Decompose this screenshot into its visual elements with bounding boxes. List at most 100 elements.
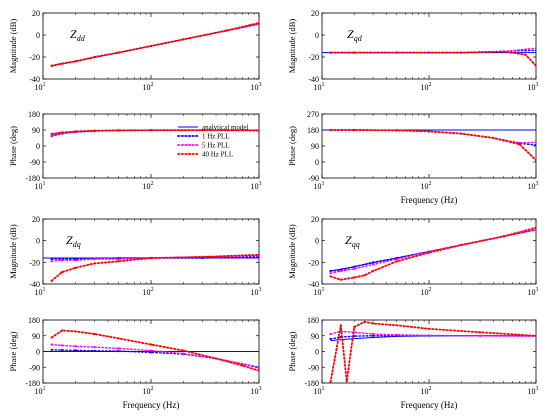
data-point xyxy=(395,333,398,336)
data-point xyxy=(395,258,398,261)
x-axis-label: Frequency (Hz) xyxy=(123,400,180,410)
data-point xyxy=(60,131,64,134)
data-point xyxy=(353,265,356,268)
y-axis-label: Magnitude (dB) xyxy=(8,19,18,74)
data-point xyxy=(339,324,342,327)
data-point xyxy=(50,336,53,339)
y-tick-label: -20 xyxy=(308,258,319,267)
series-dots-40-hz-pll xyxy=(50,329,259,372)
data-point xyxy=(329,337,332,340)
y-tick-label: 0 xyxy=(315,348,319,357)
x-tick-label: 102 xyxy=(421,287,432,297)
y-tick-label: -90 xyxy=(29,363,40,372)
data-point xyxy=(117,347,120,350)
data-point xyxy=(60,344,64,347)
y-tick-label: -40 xyxy=(308,75,319,84)
data-point xyxy=(74,130,77,133)
data-point xyxy=(117,337,120,340)
legend-label: 1 Hz PLL xyxy=(202,133,230,141)
data-point xyxy=(534,64,536,67)
data-point xyxy=(74,345,77,348)
data-point xyxy=(460,243,463,247)
data-point xyxy=(60,329,64,332)
data-point xyxy=(93,346,96,349)
plot-area xyxy=(322,47,536,67)
axes-frame xyxy=(321,319,537,384)
axes-frame xyxy=(321,113,537,179)
y-tick-label: 20 xyxy=(32,215,40,224)
legend-label: analytical model xyxy=(202,124,249,132)
data-point xyxy=(60,259,64,262)
y-axis-label: Phase (deg) xyxy=(8,126,18,166)
data-point xyxy=(534,47,536,50)
data-point xyxy=(353,276,356,279)
data-point xyxy=(93,332,96,336)
data-point xyxy=(93,258,96,261)
y-tick-label: -20 xyxy=(29,53,40,62)
data-point xyxy=(93,262,96,265)
y-tick-label: -40 xyxy=(29,280,40,289)
y-tick-label: 0 xyxy=(36,348,40,357)
legend-label: 40 Hz PLL xyxy=(202,151,233,159)
data-point xyxy=(363,274,366,277)
x-tick-label: 101 xyxy=(35,181,46,191)
data-point xyxy=(534,226,536,229)
data-point xyxy=(534,144,536,147)
data-point xyxy=(50,134,53,137)
x-axis-label: Frequency (Hz) xyxy=(401,400,458,410)
data-point xyxy=(50,279,53,282)
y-tick-label: 90 xyxy=(311,332,319,341)
y-tick-label: 20 xyxy=(311,9,319,18)
data-point xyxy=(427,251,431,254)
data-point xyxy=(93,349,96,352)
y-tick-label: -180 xyxy=(25,379,40,388)
data-point xyxy=(492,136,495,140)
data-point xyxy=(329,51,332,54)
data-point xyxy=(182,38,185,41)
panel-qq-phase: -180 -90 0 90 180 101 102 103 Phase (deg) Frequen… xyxy=(287,316,539,410)
data-point xyxy=(74,259,77,262)
data-point xyxy=(117,51,120,54)
data-point xyxy=(353,51,356,54)
data-point xyxy=(502,235,505,238)
y-tick-label: 90 xyxy=(32,332,40,341)
x-tick-label: 103 xyxy=(251,287,262,297)
data-point xyxy=(257,367,259,370)
data-point xyxy=(329,128,332,132)
x-tick-label: 102 xyxy=(143,82,154,92)
y-tick-label: 270 xyxy=(307,110,319,119)
data-point xyxy=(363,320,366,323)
data-point xyxy=(395,324,398,327)
plot-area xyxy=(329,320,536,383)
y-tick-label: 0 xyxy=(36,237,40,246)
x-tick-label: 103 xyxy=(251,386,262,396)
data-point xyxy=(241,364,244,367)
y-axis-label: Magnitude (dB) xyxy=(287,19,297,74)
data-point xyxy=(117,260,120,263)
data-point xyxy=(117,129,120,132)
data-point xyxy=(257,21,259,24)
x-tick-label: 101 xyxy=(314,386,325,396)
data-point xyxy=(460,132,463,135)
data-point xyxy=(225,29,228,32)
y-tick-label: 0 xyxy=(36,142,40,151)
data-point xyxy=(257,129,259,132)
y-tick-label: -90 xyxy=(308,363,319,372)
data-point xyxy=(353,128,356,132)
x-tick-label: 102 xyxy=(421,181,432,191)
data-point xyxy=(534,141,536,144)
data-point xyxy=(74,60,77,63)
data-point xyxy=(372,322,375,325)
data-point xyxy=(50,258,53,261)
series-dots-40-hz-pll xyxy=(329,50,536,67)
y-tick-label: 180 xyxy=(28,110,40,119)
series-dots-40-hz-pll xyxy=(329,320,536,383)
x-tick-label: 103 xyxy=(528,181,539,191)
data-point xyxy=(60,271,64,274)
data-point xyxy=(345,380,348,383)
